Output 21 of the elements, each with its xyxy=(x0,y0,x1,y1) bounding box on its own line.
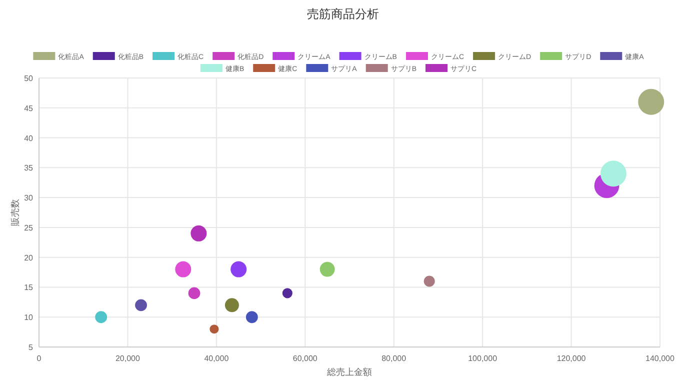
x-tick-label: 20,000 xyxy=(115,354,140,363)
y-axis-title: 販売数 xyxy=(10,199,20,226)
y-tick-label: 15 xyxy=(24,283,34,292)
x-tick-label: 120,000 xyxy=(556,354,586,363)
y-tick-label: 20 xyxy=(24,253,34,262)
x-tick-label: 100,000 xyxy=(468,354,498,363)
x-tick-label: 40,000 xyxy=(204,354,230,363)
y-tick-label: 10 xyxy=(24,313,34,322)
chart-title: 売筋商品分析 xyxy=(307,7,379,21)
y-tick-label: 30 xyxy=(24,194,34,203)
x-axis-title: 総売上金額 xyxy=(326,367,372,377)
x-tick-label: 0 xyxy=(36,354,42,363)
y-tick-label: 5 xyxy=(28,343,34,352)
y-tick-label: 35 xyxy=(24,164,34,173)
x-tick-label: 140,000 xyxy=(646,354,676,363)
y-tick-label: 25 xyxy=(24,223,34,232)
y-tick-label: 45 xyxy=(24,104,34,113)
x-tick-label: 60,000 xyxy=(292,354,318,363)
y-tick-label: 40 xyxy=(24,134,34,143)
x-tick-label: 80,000 xyxy=(382,354,407,363)
y-tick-label: 50 xyxy=(24,74,34,83)
